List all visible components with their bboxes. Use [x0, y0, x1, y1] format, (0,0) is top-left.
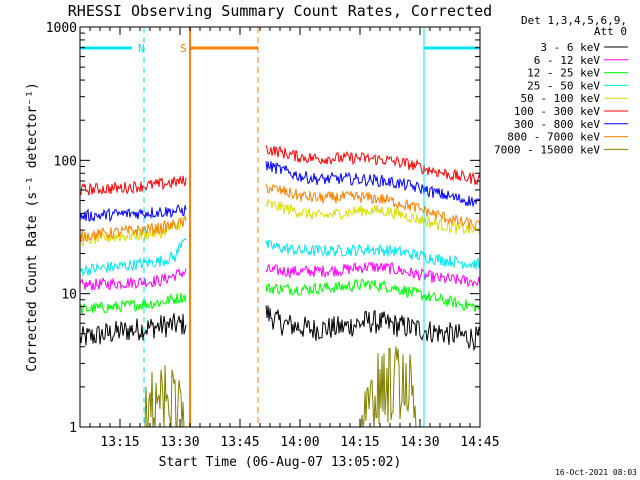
series-trace [79, 313, 187, 346]
x-axis-label: Start Time (06-Aug-07 13:05:02) [159, 455, 402, 470]
x-axis: 13:15 13:30 13:45 14:00 14:15 14:30 14:45 [79, 27, 500, 450]
legend-header: Att 0 [594, 25, 627, 38]
x-tick-label: 14:15 [340, 435, 379, 450]
series-trace [79, 292, 187, 315]
y-tick-label: 100 [54, 154, 77, 169]
series-6-12-kev [79, 260, 481, 291]
legend-label: 25 - 50 keV [527, 79, 600, 92]
series-trace [265, 260, 481, 288]
series-50-100-kev [79, 198, 481, 248]
legend-label: 800 - 7000 keV [507, 131, 600, 144]
plot-area [79, 145, 481, 428]
series-800-7000-kev [79, 183, 481, 243]
series-trace [79, 267, 187, 291]
marker-label: N [138, 42, 145, 55]
timestamp: 16-Oct-2021 08:03 [555, 468, 637, 477]
x-tick-label: 14:45 [460, 435, 499, 450]
y-tick-label: 1 [69, 421, 77, 436]
legend-label: 50 - 100 keV [521, 92, 601, 105]
legend-label: 7000 - 15000 keV [494, 143, 600, 156]
series-trace [79, 215, 187, 243]
legend-label: 100 - 300 keV [514, 105, 600, 118]
chart-title: RHESSI Observing Summary Count Rates, Co… [68, 2, 492, 20]
y-tick-label: 10 [61, 288, 77, 303]
legend-header: Det 1,3,4,5,6,9, [521, 14, 627, 27]
legend-label: 300 - 800 keV [514, 118, 600, 131]
y-axis-label: Corrected Count Rate (s⁻¹ detector⁻¹) [25, 82, 40, 372]
series-trace [79, 237, 187, 277]
series-25-50-kev [79, 237, 481, 277]
series-3-6-kev [79, 305, 481, 352]
x-tick-label: 13:30 [160, 435, 199, 450]
series-trace [265, 278, 481, 313]
x-tick-label: 14:00 [280, 435, 319, 450]
y-axis: 1 10 100 1000 [46, 21, 480, 436]
legend-label: 3 - 6 keV [540, 41, 600, 54]
series-trace [265, 198, 481, 236]
legend-label: 12 - 25 keV [527, 67, 600, 80]
x-tick-label: 14:30 [400, 435, 439, 450]
legend-label: 6 - 12 keV [534, 54, 601, 67]
series-300-800-kev [79, 161, 481, 223]
series-trace [265, 305, 481, 352]
series-100-300-kev [79, 145, 481, 196]
series-7000-15000-kev [80, 346, 480, 428]
series-trace [265, 145, 481, 186]
x-tick-label: 13:45 [220, 435, 259, 450]
marker-label: S [180, 42, 187, 55]
series-trace [265, 183, 481, 230]
series-trace [265, 161, 481, 207]
plot-frame [79, 26, 481, 428]
series-trace [79, 203, 187, 223]
series-trace [79, 175, 187, 196]
series-trace [265, 239, 481, 270]
series-12-25-kev [79, 278, 481, 315]
y-tick-label: 1000 [46, 21, 77, 36]
x-tick-label: 13:15 [100, 435, 139, 450]
series-trace [266, 346, 480, 428]
series-trace [80, 365, 186, 428]
